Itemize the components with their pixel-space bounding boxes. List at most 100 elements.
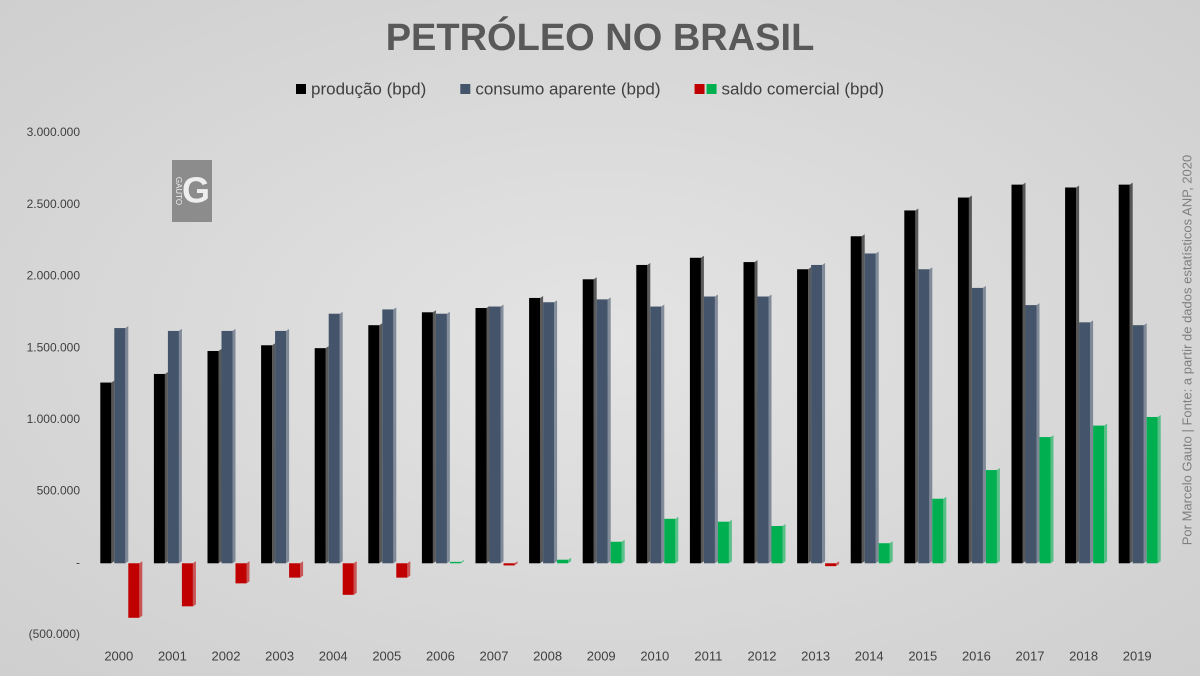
x-tick-label: 2016 (962, 648, 991, 663)
bar (771, 525, 783, 564)
x-tick-label: 2015 (908, 648, 937, 663)
bar (932, 498, 944, 564)
bar-side (486, 305, 490, 564)
x-tick-label: 2010 (640, 648, 669, 663)
bar-side (607, 297, 611, 564)
x-tick-label: 2006 (426, 648, 455, 663)
bar (717, 521, 729, 564)
bar (342, 563, 354, 595)
bar-side (1076, 185, 1080, 564)
x-tick-label: 2012 (748, 648, 777, 663)
bar-side (407, 561, 411, 578)
bar-side (218, 349, 222, 564)
legend-label: saldo comercial (bpd) (722, 79, 885, 98)
bar-side (982, 285, 986, 564)
bar (261, 345, 273, 564)
bar-side (836, 561, 840, 567)
bar (435, 313, 447, 564)
bar (985, 470, 997, 564)
x-tick-label: 2003 (265, 648, 294, 663)
bar (368, 325, 380, 564)
y-tick-label: 500.000 (37, 484, 81, 498)
chart-title: PETRÓLEO NO BRASIL (386, 15, 815, 59)
bar (421, 312, 433, 564)
bar (289, 563, 301, 578)
bar-side (432, 310, 436, 564)
y-tick-label: 3.000.000 (27, 125, 81, 139)
bar-side (339, 311, 343, 564)
bar-side (568, 557, 572, 564)
bar-side (808, 267, 812, 564)
bar-side (889, 541, 893, 564)
x-tick-label: 2009 (587, 648, 616, 663)
bar (181, 563, 193, 607)
bar (396, 563, 408, 578)
x-tick-label: 2013 (801, 648, 830, 663)
bar (275, 330, 287, 564)
bar-side (621, 539, 625, 564)
bar (314, 348, 326, 564)
x-tick-label: 2008 (533, 648, 562, 663)
bar-side (1157, 414, 1161, 564)
legend-label: produção (bpd) (311, 79, 426, 98)
bar-side (1050, 435, 1054, 564)
bar (503, 563, 515, 566)
bar (582, 279, 594, 564)
bar (850, 236, 862, 564)
logo: GAUTO G (172, 160, 212, 222)
bar (128, 563, 140, 618)
bar-side (353, 561, 357, 595)
x-tick-label: 2002 (212, 648, 241, 663)
bar-side (111, 380, 115, 564)
bar-side (700, 255, 704, 564)
bar (475, 307, 487, 564)
bar-side (164, 371, 168, 564)
bar (596, 299, 608, 564)
bar (650, 306, 662, 564)
x-tick-label: 2005 (372, 648, 401, 663)
bar (328, 313, 340, 564)
bar-side (393, 307, 397, 564)
bar-side (593, 277, 597, 564)
bar-side (460, 559, 464, 564)
x-tick-label: 2019 (1123, 648, 1152, 663)
bar-side (286, 328, 290, 564)
bar (100, 382, 112, 564)
x-tick-label: 2000 (104, 648, 133, 663)
bar-side (728, 519, 732, 564)
bar (610, 541, 622, 564)
legend-swatch (694, 84, 705, 94)
bar (1039, 437, 1051, 564)
bar-side (325, 346, 329, 564)
bar (971, 287, 983, 564)
x-tick-label: 2011 (694, 648, 722, 663)
bar-side (500, 304, 504, 564)
y-tick-label: (500.000) (29, 627, 80, 641)
bar (153, 373, 165, 564)
y-tick-label: - (76, 555, 80, 569)
bar-side (139, 561, 143, 618)
bar (1065, 187, 1077, 564)
bar (382, 309, 394, 564)
bar (703, 296, 715, 564)
bar-side (300, 561, 304, 578)
legend-swatch (296, 84, 306, 94)
bar (449, 561, 461, 564)
bar-side (125, 326, 129, 564)
bar-side (1143, 323, 1147, 564)
bar-side (661, 304, 665, 564)
bar-side (192, 561, 196, 607)
bar (743, 262, 755, 564)
bar-side (1129, 182, 1133, 564)
bar-side (272, 343, 276, 564)
bar (167, 330, 179, 564)
bar-side (514, 561, 518, 566)
x-tick-label: 2004 (319, 648, 348, 663)
source-note: Por Marcelo Gauto | Fonte: a partir de d… (1179, 155, 1194, 545)
bar-side (822, 262, 826, 564)
bar (689, 257, 701, 564)
bar-side (943, 496, 947, 564)
bar (1093, 425, 1105, 564)
bar-side (968, 195, 972, 564)
bar-side (540, 295, 544, 564)
